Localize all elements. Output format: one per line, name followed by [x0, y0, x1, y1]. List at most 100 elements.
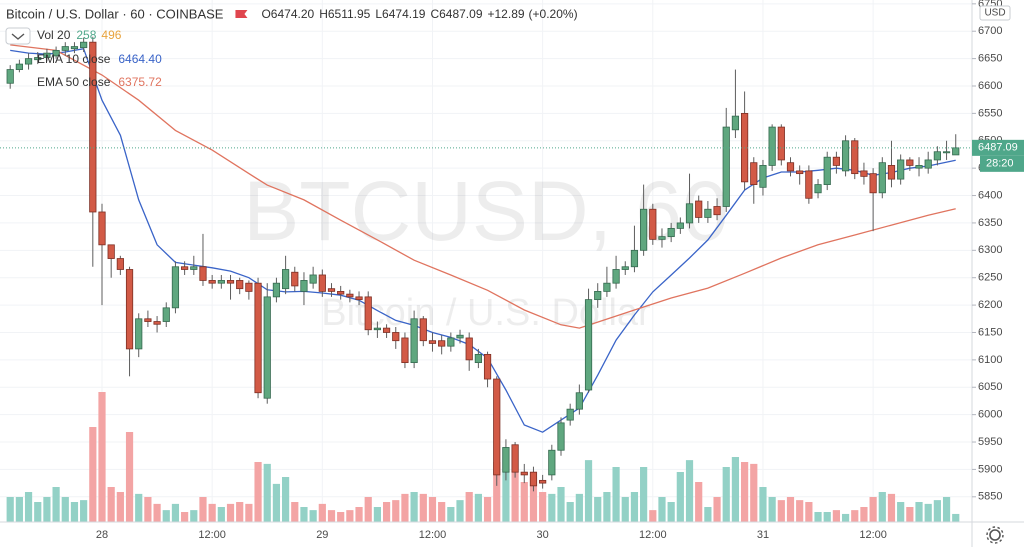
volume-bar	[566, 502, 574, 522]
candle-body	[382, 327, 391, 333]
y-tick-label: 6650	[978, 53, 1002, 65]
legend-label: EMA 50 close	[37, 75, 111, 89]
candle-body	[281, 269, 290, 290]
volume-bar	[851, 510, 859, 522]
volume-bar	[52, 487, 60, 522]
candle-body	[814, 184, 822, 194]
volume-bar	[300, 507, 308, 522]
volume-bar	[897, 502, 905, 522]
countdown-label: 28:20	[986, 158, 1014, 170]
candle-body	[144, 318, 152, 322]
volume-bar	[548, 493, 556, 522]
candle-body	[309, 274, 317, 284]
candle-body	[125, 269, 134, 350]
candle-body	[695, 200, 703, 218]
price-tag	[972, 139, 1024, 156]
volume-bar	[291, 502, 299, 522]
volume-bar	[89, 427, 97, 522]
axis-layer: 5850 5900 5950 6000 6050 6100 6150 6200 6250 6300…	[96, 0, 1024, 541]
volume-bar	[924, 503, 932, 522]
ohlc-value: 6474.19	[382, 7, 426, 21]
candle-body	[438, 340, 446, 347]
volume-bar	[410, 492, 418, 522]
volume-bar	[171, 503, 180, 522]
candle-body	[254, 282, 262, 394]
candle-body	[373, 327, 382, 331]
volume-bar	[153, 503, 161, 522]
legend	[5, 27, 31, 45]
candle-body	[713, 206, 721, 216]
legend-toggle-icon	[11, 33, 25, 40]
countdown-tag	[980, 155, 1024, 172]
settings[interactable]	[986, 526, 1004, 544]
candle-body	[731, 115, 740, 131]
candle-body	[915, 165, 923, 169]
settings-icon[interactable]	[989, 529, 1001, 541]
volume-bar	[741, 462, 749, 522]
volume-bar	[199, 497, 207, 522]
ohlc-value: 6511.95	[328, 7, 371, 21]
volume-bar	[116, 492, 124, 522]
volume-bar	[428, 497, 437, 522]
chart-title: Bitcoin / U.S. Dollar · 60 · COINBASE	[6, 6, 224, 21]
volume-bar	[814, 512, 822, 522]
candle-body	[548, 449, 556, 476]
volume-bar	[107, 487, 115, 522]
candle-body	[649, 208, 657, 240]
ohlc-label: O	[261, 7, 270, 21]
candle-body	[529, 471, 538, 487]
candle-body	[43, 52, 51, 58]
volume-bar	[520, 482, 528, 522]
volume-bar	[731, 457, 740, 522]
ohlc-label: L	[375, 7, 382, 21]
y-tick-label: 5950	[978, 436, 1002, 448]
candle-body	[630, 249, 639, 268]
y-tick-label: 6350	[978, 217, 1002, 229]
volume-bar	[162, 510, 170, 522]
legend-toggle[interactable]	[5, 27, 31, 45]
candle-body	[318, 274, 326, 292]
candle-body	[226, 280, 235, 284]
x-tick-label: 12:00	[419, 529, 447, 541]
candle-body	[171, 266, 180, 309]
candle-body	[419, 318, 427, 342]
y-tick-label: 6050	[978, 381, 1002, 393]
candle-body	[704, 208, 712, 218]
volume-bar	[575, 493, 583, 522]
header: Bitcoin / U.S. Dollar · 60 · COINBASE	[6, 6, 248, 21]
x-tick-label: 28	[96, 529, 108, 541]
candle-body	[575, 392, 583, 410]
candle-body	[621, 266, 629, 270]
volume-bar	[327, 510, 336, 522]
volume-bar	[786, 497, 795, 522]
volume-bar	[355, 507, 363, 522]
volume-bar	[777, 500, 785, 522]
candle-body	[70, 46, 79, 50]
candle-body	[447, 337, 455, 347]
currency-label: USD	[984, 8, 1005, 19]
candle-body	[557, 422, 565, 451]
volume-bar	[511, 472, 519, 522]
volume-bar	[236, 502, 244, 522]
volume-bar	[584, 460, 593, 522]
candle-body	[887, 165, 896, 180]
candle-body	[722, 126, 730, 207]
volume-bar	[915, 502, 923, 522]
candle-body	[584, 299, 593, 391]
volume-bar	[529, 477, 538, 522]
volume-bar	[630, 492, 639, 522]
volume-bar	[474, 493, 482, 522]
candle-body	[236, 280, 244, 290]
legend-value: 6464.40	[118, 52, 162, 66]
candle-body	[906, 159, 914, 166]
volume-bar	[263, 463, 271, 522]
volume-bar	[805, 502, 813, 522]
y-tick-label: 6100	[978, 354, 1002, 366]
volume-bar	[649, 510, 657, 522]
ohlc-value: 6474.20	[271, 7, 315, 21]
volume-layer	[6, 392, 960, 522]
volume-bar	[382, 502, 391, 522]
flag-icon[interactable]	[235, 10, 248, 18]
volume-bar	[346, 510, 354, 522]
candle-body	[805, 170, 813, 199]
